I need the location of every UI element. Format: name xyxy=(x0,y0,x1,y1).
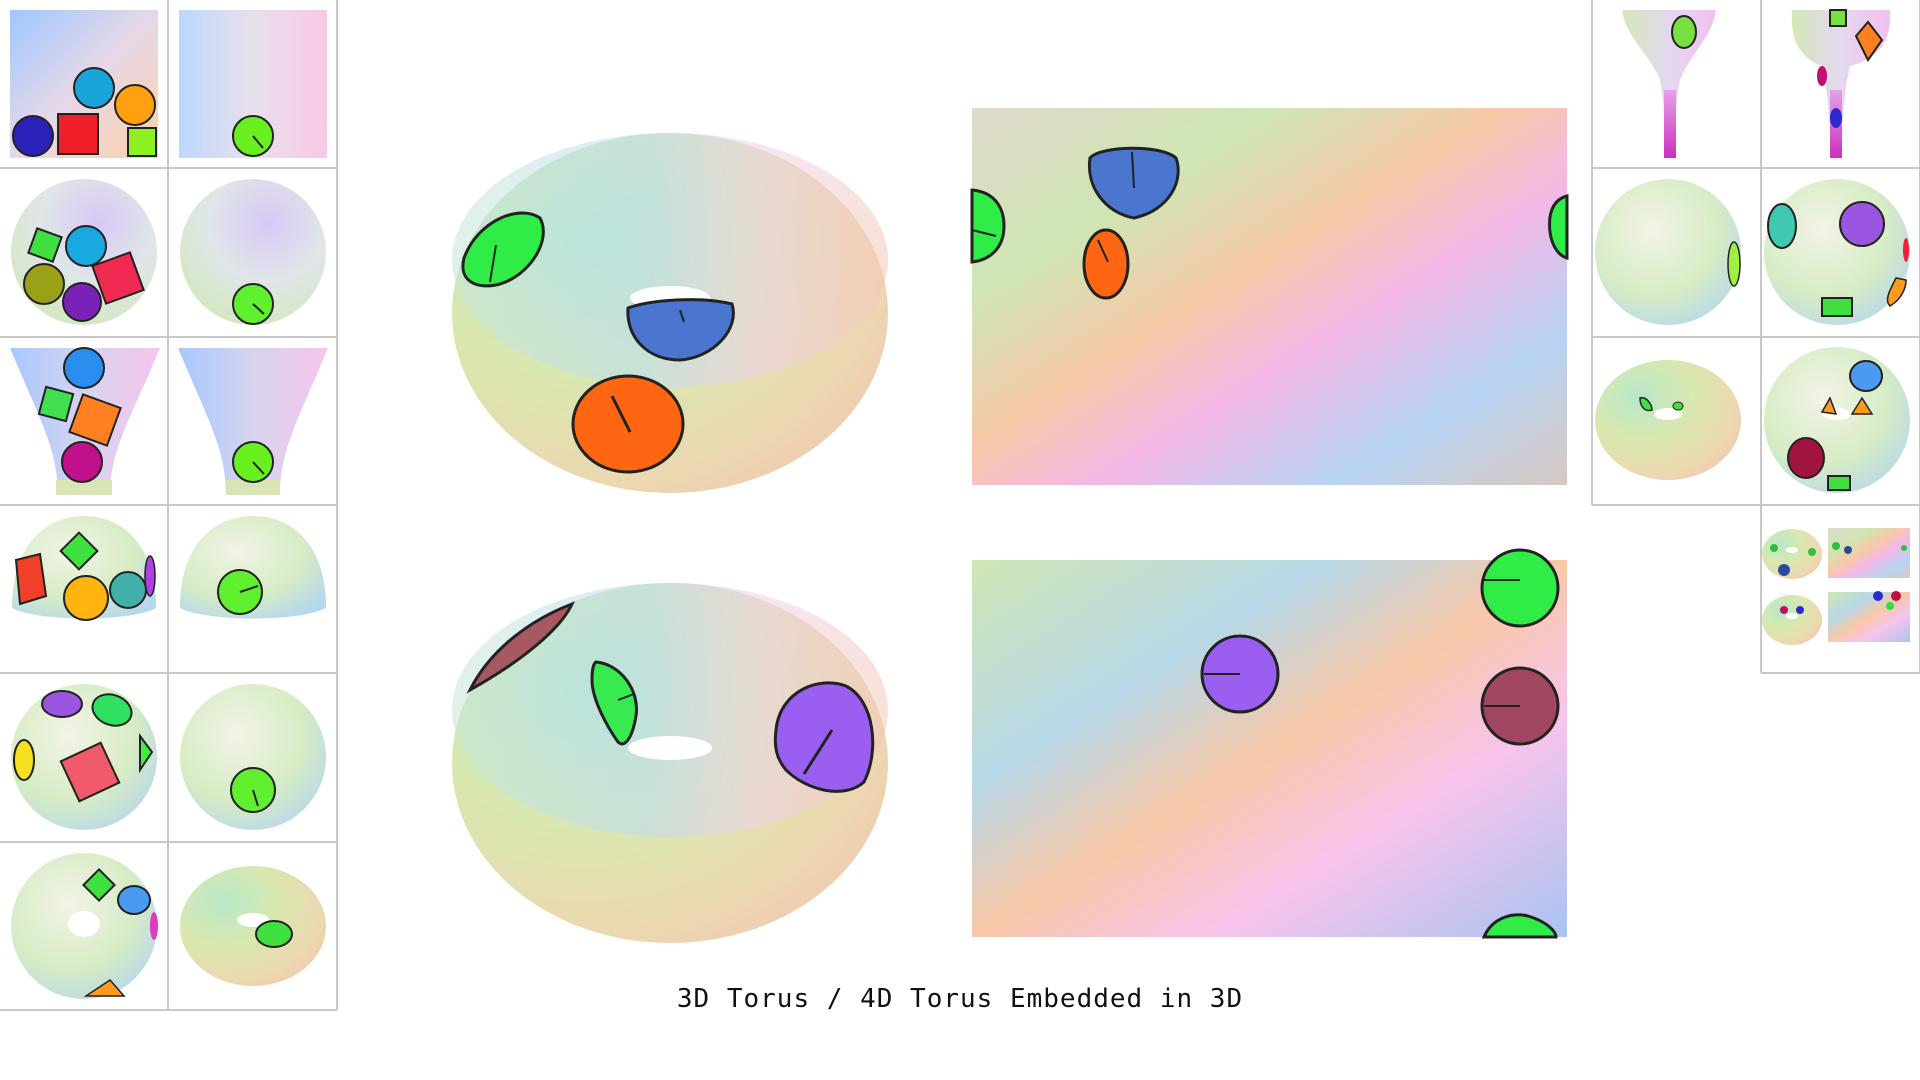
caption-title: 3D Torus / 4D Torus Embedded in 3D xyxy=(676,984,1244,1014)
trumpet-scene-single[interactable] xyxy=(1622,10,1716,158)
sphere-scene-single-right[interactable] xyxy=(1595,179,1741,325)
dome-scene-many[interactable] xyxy=(12,516,156,621)
sphere-scene-many[interactable] xyxy=(11,179,157,325)
left-grid-lines xyxy=(0,0,338,1011)
sphere-scene-many-right[interactable] xyxy=(1764,179,1910,325)
dome-scene-single[interactable] xyxy=(180,516,326,619)
left-grid xyxy=(0,0,338,1011)
square-scene-many[interactable] xyxy=(10,10,158,158)
ball-scene-many[interactable] xyxy=(11,684,157,830)
right-grid-lines xyxy=(1591,0,1920,674)
torus-3d-top[interactable] xyxy=(452,133,888,493)
torus-4d-bottom[interactable] xyxy=(452,583,888,943)
torus-scene-many-right[interactable] xyxy=(1764,347,1910,493)
flat-map-3d-top[interactable] xyxy=(970,108,1569,485)
funnel-scene-many[interactable] xyxy=(10,347,160,495)
ring-scene-many[interactable] xyxy=(11,853,158,999)
square-scene-single[interactable] xyxy=(179,10,327,158)
ring-scene-single[interactable] xyxy=(180,866,326,986)
torus-thumbnail[interactable] xyxy=(1762,528,1910,645)
trumpet-scene-many[interactable] xyxy=(1791,9,1891,158)
flat-map-4d-bottom[interactable] xyxy=(972,548,1567,939)
sphere-scene-single[interactable] xyxy=(180,179,326,325)
right-grid xyxy=(1591,0,1920,674)
torus-scene-single-right[interactable] xyxy=(1595,360,1741,480)
funnel-scene-single[interactable] xyxy=(178,348,328,495)
ball-scene-single[interactable] xyxy=(180,684,326,830)
